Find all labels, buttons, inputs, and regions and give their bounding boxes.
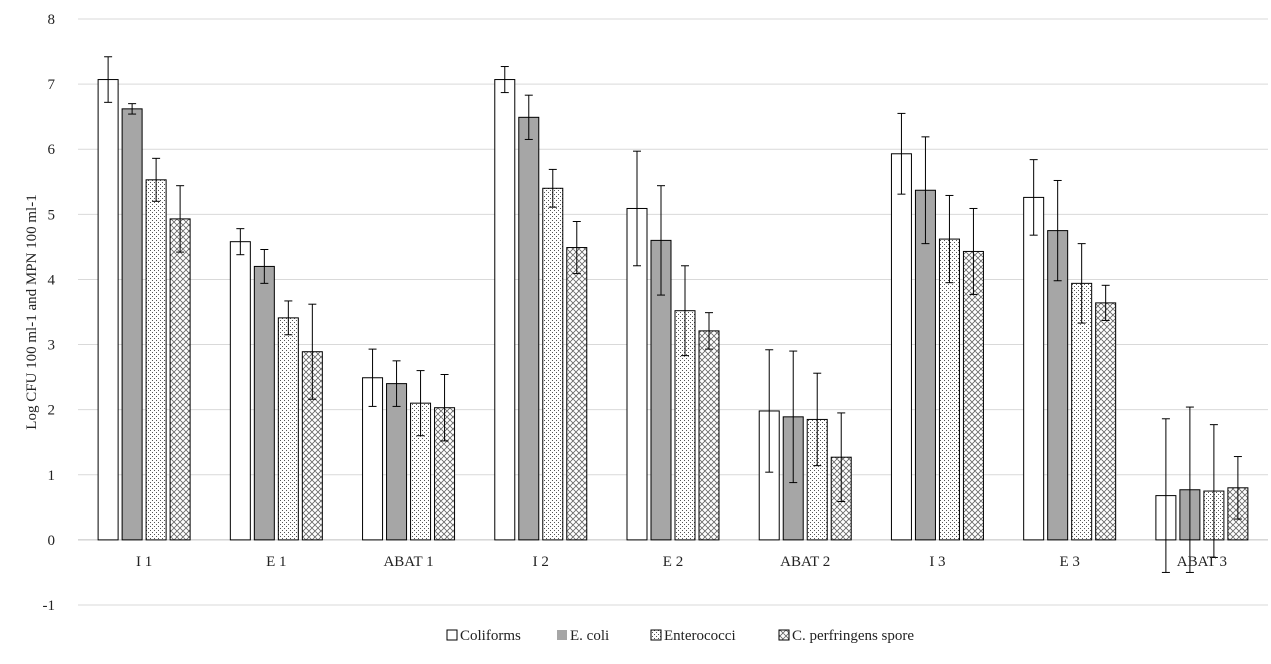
y-tick-label: 5: [48, 207, 56, 223]
error-bar: [128, 103, 137, 115]
bar: [97, 79, 119, 541]
legend-swatch: [778, 629, 790, 641]
error-bar: [705, 312, 713, 350]
x-category-label: I 1: [136, 554, 152, 570]
y-tick-label: 7: [48, 77, 56, 93]
x-category-label: ABAT 2: [780, 554, 830, 570]
error-bar: [1077, 243, 1086, 324]
bar: [145, 179, 167, 541]
error-bar: [969, 207, 978, 295]
error-bar: [1209, 424, 1218, 558]
error-bar: [633, 150, 641, 267]
legend-label: Enterococci: [664, 628, 736, 644]
bar: [698, 330, 720, 541]
x-category-label: ABAT 1: [383, 554, 433, 570]
legend-label: E. coli: [570, 628, 609, 644]
error-bar: [1053, 179, 1062, 282]
y-axis-ticks: -1 0 1 2 3 4 5 6 7 8: [43, 12, 56, 614]
legend-swatch: [446, 629, 458, 641]
bar: [938, 238, 960, 541]
error-bar: [368, 348, 377, 407]
error-bar: [572, 220, 581, 275]
legend-item: Coliforms: [446, 628, 521, 644]
y-tick-label: -1: [43, 598, 56, 614]
x-category-label: ABAT 3: [1177, 554, 1227, 570]
bar: [169, 218, 191, 541]
y-tick-label: 3: [48, 338, 56, 354]
y-axis-label: Log CFU 100 ml-1 and MPN 100 ml-1: [24, 194, 40, 429]
bar: [566, 247, 588, 541]
error-bar: [945, 194, 954, 284]
bar: [277, 317, 299, 541]
error-bar: [152, 157, 161, 202]
error-bar: [392, 360, 401, 407]
legend-swatch: [557, 630, 567, 640]
x-category-label: E 2: [663, 554, 683, 570]
error-bar: [308, 303, 317, 400]
error-bar: [284, 300, 293, 336]
bar: [229, 241, 251, 541]
error-bar: [440, 374, 449, 442]
error-bar: [921, 136, 930, 245]
bars: [97, 79, 1249, 541]
bar: [890, 153, 912, 541]
error-bar: [897, 112, 906, 195]
error-bar: [1101, 284, 1110, 321]
error-bar: [260, 248, 269, 284]
y-tick-label: 0: [48, 533, 56, 549]
legend: Coliforms E. coli Enterococci C. perfringen…: [446, 628, 914, 644]
error-bar: [176, 185, 185, 253]
error-bar: [548, 168, 557, 208]
bar: [494, 79, 516, 541]
x-category-label: I 3: [929, 554, 945, 570]
error-bar: [104, 56, 113, 103]
error-bar: [681, 265, 689, 357]
bar: [518, 116, 540, 541]
bar: [121, 108, 143, 541]
bar: [1095, 302, 1117, 541]
legend-item: Enterococci: [650, 628, 736, 644]
error-bar: [789, 350, 798, 484]
error-bar: [1233, 456, 1242, 520]
x-category-label: I 2: [533, 554, 549, 570]
legend-item: E. coli: [557, 628, 609, 644]
error-bar: [524, 94, 533, 140]
error-bar: [657, 185, 665, 296]
error-bar: [500, 66, 509, 94]
y-tick-label: 8: [48, 12, 56, 28]
x-category-label: E 3: [1059, 554, 1079, 570]
error-bars: [104, 56, 1242, 573]
legend-label: C. perfringens spore: [792, 628, 914, 644]
error-bar: [1161, 418, 1170, 573]
x-category-label: E 1: [266, 554, 286, 570]
legend-label: Coliforms: [460, 628, 521, 644]
error-bar: [416, 370, 425, 437]
bar: [542, 187, 564, 541]
bar: [386, 383, 408, 541]
bar: [253, 265, 275, 541]
y-tick-label: 4: [48, 272, 56, 288]
x-axis-categories: I 1 E 1 ABAT 1 I 2 E 2 ABAT 2 I 3 E 3 ABAT 3: [136, 554, 1227, 570]
legend-item: C. perfringens spore: [778, 628, 914, 644]
legend-swatch: [650, 629, 662, 641]
error-bar: [1185, 406, 1194, 573]
y-tick-label: 6: [48, 142, 56, 158]
bar: [1023, 196, 1045, 541]
gridlines: [78, 18, 1268, 606]
error-bar: [236, 228, 245, 256]
y-tick-label: 1: [48, 468, 56, 484]
error-bar: [1029, 159, 1038, 236]
y-tick-label: 2: [48, 403, 56, 419]
error-bar: [837, 412, 846, 502]
error-bar: [813, 372, 822, 467]
error-bar: [765, 349, 774, 473]
